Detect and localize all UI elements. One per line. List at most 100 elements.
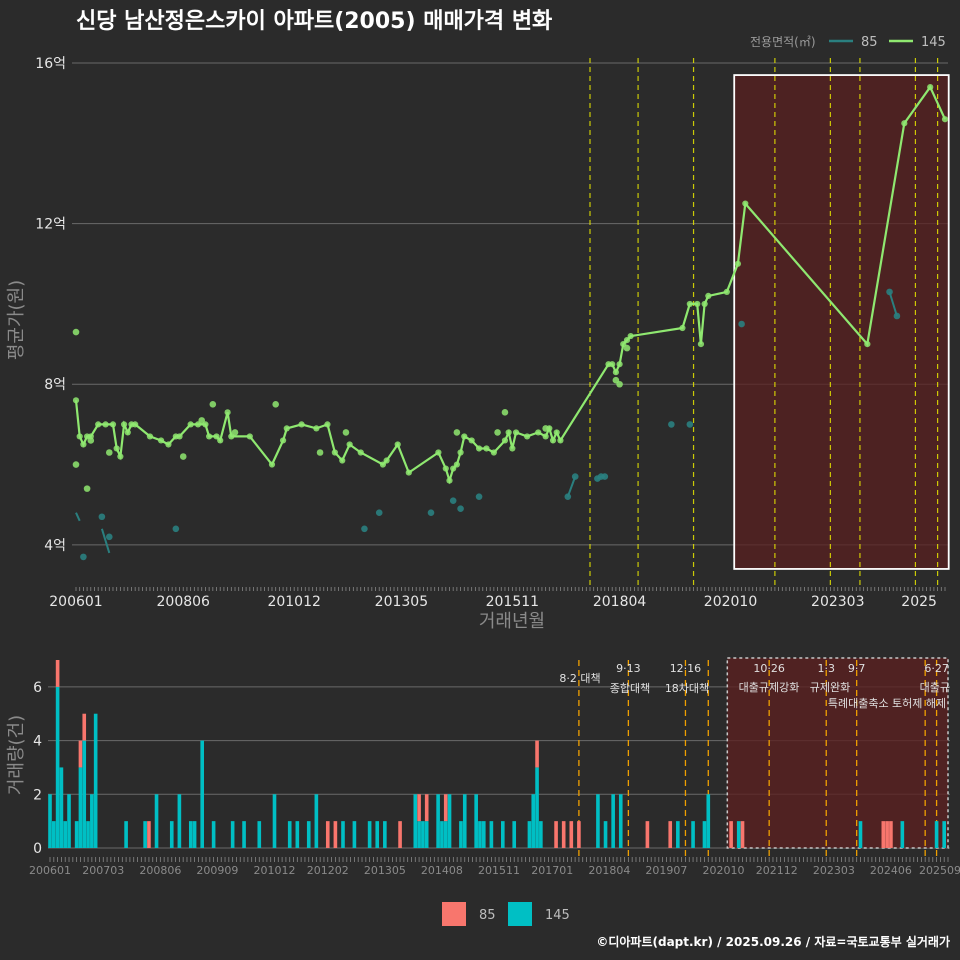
series-145-point [339,457,346,464]
series-145-point [179,453,187,460]
series-145-point [509,445,516,452]
bottom-x-ticks [49,857,949,862]
bar-145 [443,821,448,848]
bottom-x-tick-label: 200806 [139,864,181,877]
series-145-point [209,401,217,408]
caption: ©디아파트(dapt.kr) / 2025.09.26 / 자료=국토교통부 실… [596,934,950,949]
top-x-tick-label: 201305 [375,594,428,610]
bar-145 [440,821,444,848]
series-145-point [694,300,701,308]
top-x-ticks [75,587,946,591]
bar-145 [192,821,197,848]
bar-85 [443,794,448,822]
bar-145 [55,686,60,848]
bar-145 [341,821,345,848]
top-shaded-region [733,74,950,570]
bar-145 [78,767,83,848]
series-145-point [941,116,949,123]
series-145-point [95,421,102,428]
legend-title: 전용면적(㎡) [750,35,816,49]
top-x-tick-label: 202303 [811,594,864,610]
bottom-x-tick-label: 201012 [254,864,296,877]
series-145-point [697,340,705,348]
series-145-point [109,421,117,428]
series-145-point [342,429,350,436]
series-145-point [283,425,290,432]
top-series [72,84,949,561]
bottom-x-tick-label: 201907 [645,864,687,877]
series-145-point [83,485,91,492]
series-85-point [375,509,383,517]
series-145-point [298,421,305,428]
event-date-label: 9·7 [848,662,866,675]
series-145-point [442,465,449,472]
series-145-point [623,336,631,344]
chart-title: 신당 남산정은스카이 아파트(2005) 매매가격 변화 [76,9,552,34]
series-145-point [512,429,520,436]
bar-145 [86,821,90,848]
bottom-x-tick-label: 202406 [870,864,912,877]
bottom-x-tick-label: 201511 [478,864,520,877]
series-145-point [228,433,235,440]
series-145-point [546,425,553,432]
bar-145 [417,821,421,848]
top-y-tick-label: 4억 [44,538,66,554]
bottom-x-tick-label: 201305 [364,864,406,877]
series-145-point [864,340,871,348]
series-145-point [194,421,202,428]
bar-85 [729,821,733,848]
bar-145 [74,821,79,848]
series-145-point [623,344,631,352]
series-145-point [468,437,475,444]
bar-85 [333,821,338,848]
bar-145 [59,767,64,848]
bar-145 [413,794,418,848]
bar-145 [535,767,539,848]
series-145-point [268,461,276,468]
series-145-point [357,449,364,456]
series-145-point [313,425,320,432]
bottom-x-tick-label: 200601 [29,864,71,877]
bar-85 [55,660,60,687]
top-y-tick-label: 8억 [44,377,66,393]
bottom-legend-label-145: 145 [545,908,570,923]
series-145-point [113,445,120,452]
series-85-line [566,476,577,498]
top-x-tick-label: 201804 [593,594,647,610]
series-85-point [457,505,464,513]
series-145-point [72,328,80,336]
series-85-point [98,513,106,521]
series-85-point [449,497,457,504]
bar-145 [527,821,532,848]
bottom-y-tick-label: 2 [33,787,42,803]
bar-145 [481,821,486,848]
bar-145 [242,821,246,848]
bottom-y-tick-label: 4 [33,734,42,750]
series-145-point [490,449,497,456]
bar-145 [177,794,182,848]
series-145-point [272,401,279,408]
bar-145 [314,794,319,848]
bottom-y-axis-title: 거래량(건) [6,715,27,795]
series-145-point [494,429,501,436]
series-145-point [505,429,512,436]
bottom-x-tick-label: 201202 [307,864,349,877]
bottom-x-tick-label: 202010 [703,864,745,877]
series-145-point [701,300,708,308]
series-145-point [213,433,220,440]
bar-145 [143,821,147,848]
bar-145 [124,821,128,848]
bar-85 [147,821,151,848]
bar-85 [645,821,650,848]
bottom-x-tick-label: 201701 [531,864,573,877]
bar-145 [383,821,387,848]
series-145-point [187,421,194,428]
top-legend: 전용면적(㎡) 85 145 [750,35,946,50]
event-text-label: 규제완화 [810,681,850,694]
series-145-point [501,437,509,444]
bar-145 [48,794,52,848]
series-145-point [461,433,468,440]
series-85-point [738,320,745,328]
series-145-point [475,445,483,452]
